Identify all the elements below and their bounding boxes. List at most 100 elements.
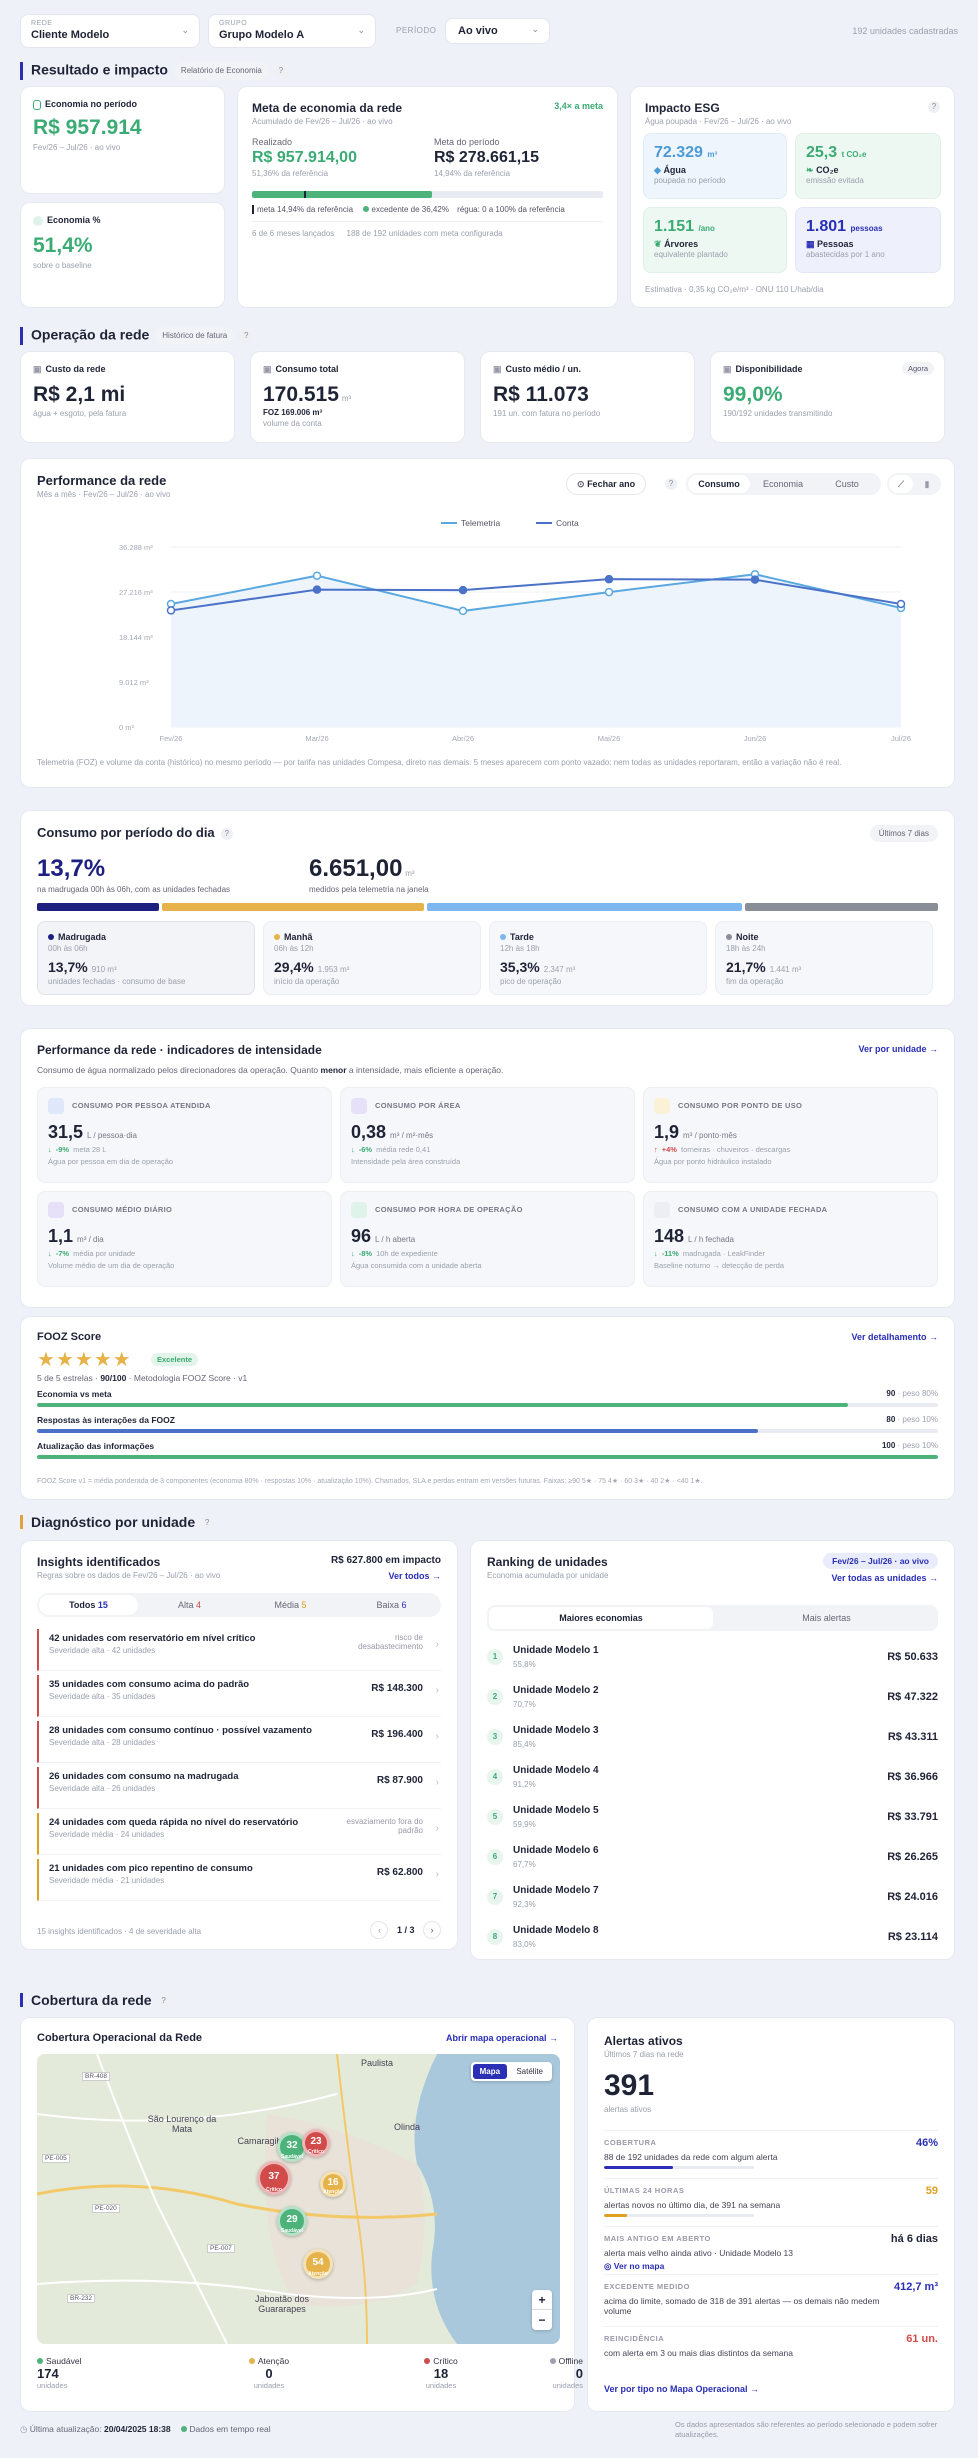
map-cluster-marker[interactable]: 29 Saudável (277, 2206, 307, 2236)
meta-title: Meta de economia da rede (252, 101, 403, 115)
score-row-right: 90 · peso 80% (886, 1389, 938, 1398)
tab-maiores-economias[interactable]: Maiores economias (489, 1607, 713, 1629)
prev-page-button[interactable]: ‹ (370, 1921, 389, 1939)
next-page-button[interactable]: › (423, 1921, 441, 1939)
map-cluster-marker[interactable]: 37 Crítico (257, 2161, 291, 2195)
periodo-select[interactable]: Ao vivo ⌄ (445, 18, 550, 44)
tab-insights-baixa[interactable]: Baixa 6 (342, 1595, 441, 1615)
esg-arvores-label: Árvores (664, 239, 699, 249)
historico-fatura-link[interactable]: Histórico de fatura (155, 327, 235, 345)
rank-period-badge[interactable]: Fev/26 – Jul/26 · ao vivo (823, 1553, 938, 1569)
grupo-select[interactable]: GRUPO Grupo Modelo A ⌄ (208, 14, 376, 48)
insight-item[interactable]: 42 unidades com reservatório em nível cr… (37, 1629, 441, 1671)
indicator-value: 1,9 (654, 1122, 680, 1142)
indicator-tile[interactable]: CONSUMO POR PONTO DE USO 1,9 m³ / ponto·mê… (643, 1087, 938, 1183)
ops-value-row: R$ 2,1 mi (33, 383, 222, 407)
insight-item[interactable]: 35 unidades com consumo acima do padrão S… (37, 1675, 441, 1717)
tab-count: 6 (401, 1600, 407, 1610)
tab-insights-média[interactable]: Média 5 (241, 1595, 340, 1615)
map-cluster-marker[interactable]: 16 Atenção (320, 2171, 346, 2197)
insight-item[interactable]: 24 unidades com queda rápida no nível do… (37, 1813, 441, 1855)
help-icon[interactable]: ? (928, 101, 940, 113)
insight-item[interactable]: 26 unidades com consumo na madrugada Seve… (37, 1767, 441, 1809)
indicator-tile[interactable]: CONSUMO MÉDIO DIÁRIO 1,1 m³ / dia ↓ -7% média… (37, 1191, 332, 1287)
ver-todos-link[interactable]: Ver todos → (388, 1571, 441, 1581)
ver-todas-unidades-link[interactable]: Ver todas as unidades → (831, 1573, 938, 1583)
relatorio-economia-link[interactable]: Relatório de Economia (173, 62, 269, 80)
score-bar (37, 1403, 938, 1407)
legend-label: Conta (556, 518, 579, 528)
map-background (37, 2054, 560, 2344)
map-cluster-marker[interactable]: 23 Crítico (302, 2129, 330, 2157)
help-icon[interactable]: ? (201, 1517, 214, 1530)
map-view-button[interactable]: Mapa (472, 2064, 508, 2079)
ranking-row[interactable]: 6 Unidade Modelo 6 67,7% R$ 26.265 (487, 1841, 938, 1877)
indicator-tile[interactable]: CONSUMO POR HORA DE OPERAÇÃO 96 L / h aber… (340, 1191, 635, 1287)
ranking-row[interactable]: 4 Unidade Modelo 4 91,2% R$ 36.966 (487, 1761, 938, 1797)
tab-custo[interactable]: Custo (835, 479, 859, 489)
period-tile[interactable]: Noite 18h às 24h 21,7% 1.441 m³ fim da opera… (715, 921, 933, 995)
abrir-mapa-link[interactable]: Abrir mapa operacional → (445, 2033, 558, 2043)
insight-item[interactable]: 28 unidades com consumo contínuo · possí… (37, 1721, 441, 1763)
satellite-view-button[interactable]: Satélite (516, 2067, 543, 2076)
bar-chart-icon[interactable]: ▮ (924, 479, 930, 489)
ranking-row[interactable]: 3 Unidade Modelo 3 85,4% R$ 43.311 (487, 1721, 938, 1757)
agora-badge: Agora (901, 362, 934, 375)
help-icon[interactable]: ? (157, 1995, 170, 2008)
ops-card: ▣ Consumo total 170.515 m³ FOZ 169.006 m³ vol… (250, 351, 465, 443)
ranking-row[interactable]: 7 Unidade Modelo 7 92,3% R$ 24.016 (487, 1881, 938, 1917)
zoom-in-button[interactable]: + (532, 2290, 552, 2310)
chevron-down-icon: ⌄ (181, 25, 189, 35)
ranking-row[interactable]: 5 Unidade Modelo 5 59,9% R$ 33.791 (487, 1801, 938, 1837)
help-icon[interactable]: ? (220, 827, 233, 840)
help-icon[interactable]: ? (240, 330, 253, 342)
insight-item[interactable]: 21 unidades com pico repentino de consum… (37, 1859, 441, 1901)
percent-icon (33, 215, 43, 226)
ver-detalhamento-link[interactable]: Ver detalhamento → (851, 1332, 938, 1342)
data-point (604, 574, 614, 584)
insight-impact: risco de desabastecimento (358, 1633, 423, 1651)
esg-co2-sub: emissão evitada (806, 176, 864, 185)
ver-por-tipo-link[interactable]: Ver por tipo no Mapa Operacional → (604, 2384, 760, 2394)
rede-select[interactable]: REDE Cliente Modelo ⌄ (20, 14, 200, 48)
ops-sub2-row: FOZ 169.006 m³ (263, 408, 452, 417)
indicator-value-row: 148 L / h fechada (654, 1226, 927, 1247)
ranking-row[interactable]: 1 Unidade Modelo 1 55,8% R$ 50.633 (487, 1641, 938, 1677)
rank-value: R$ 33.791 (887, 1811, 938, 1823)
period-tile[interactable]: Manhã 06h às 12h 29,4% 1.953 m³ início da op… (263, 921, 481, 995)
chevron-down-icon: ⌄ (357, 25, 365, 35)
help-icon[interactable]: ? (274, 65, 287, 77)
indicator-head: CONSUMO POR ÁREA (351, 1098, 624, 1114)
insight-title-row: 35 unidades com consumo acima do padrão (49, 1679, 329, 1690)
cluster-count: 16 (327, 2177, 339, 2188)
period-tile[interactable]: Madrugada 00h às 06h 13,7% 910 m³ unidades f… (37, 921, 255, 995)
map-view[interactable]: Paulista São Lourenço da Mata Camaragibe Ol… (37, 2054, 560, 2344)
line-chart-icon[interactable]: ⟋ (889, 475, 913, 493)
tab-mais-alertas[interactable]: Mais alertas (802, 1613, 851, 1623)
star-icon: ★ (93, 1349, 113, 1371)
tab-insights-todos[interactable]: Todos 15 (39, 1595, 138, 1615)
cpd-badge[interactable]: Últimos 7 dias (869, 825, 938, 842)
indicator-tile[interactable]: CONSUMO COM A UNIDADE FECHADA 148 L / h fe… (643, 1191, 938, 1287)
zoom-out-button[interactable]: − (538, 2313, 546, 2327)
indicator-tile[interactable]: CONSUMO POR ÁREA 0,38 m³ / m²·mês ↓ -6% média… (340, 1087, 635, 1183)
period-tile[interactable]: Tarde 12h às 18h 35,3% 2.347 m³ pico de oper… (489, 921, 707, 995)
map-cluster-marker[interactable]: 54 Atenção (303, 2249, 333, 2279)
map-road-label: PE-005 (42, 2154, 70, 2163)
tab-consumo[interactable]: Consumo (688, 475, 750, 493)
score-row-value: 80 (886, 1415, 896, 1424)
ver-por-unidade-link[interactable]: Ver por unidade → (858, 1044, 938, 1054)
fechar-ano-button[interactable]: ⊙ Fechar ano (566, 473, 647, 495)
ranking-row[interactable]: 2 Unidade Modelo 2 70,7% R$ 47.322 (487, 1681, 938, 1717)
tab-insights-alta[interactable]: Alta 4 (140, 1595, 239, 1615)
ops-card-header: ▣ Consumo total (263, 364, 452, 375)
indicator-tile[interactable]: CONSUMO POR PESSOA ATENDIDA 31,5 L / pesso… (37, 1087, 332, 1183)
insight-impact: R$ 196.400 (371, 1729, 423, 1740)
insight-sev-row: Severidade alta · 26 unidades (49, 1784, 431, 1793)
map-cluster-marker[interactable]: 32 Saudável (277, 2132, 307, 2162)
ver-no-mapa-link[interactable]: ◎ Ver no mapa (604, 2261, 938, 2272)
ranking-row[interactable]: 8 Unidade Modelo 8 83,0% R$ 23.114 (487, 1921, 938, 1957)
help-icon[interactable]: ? (665, 478, 677, 490)
period-pct: 35,3% (500, 959, 540, 975)
tab-economia[interactable]: Economia (762, 479, 804, 489)
